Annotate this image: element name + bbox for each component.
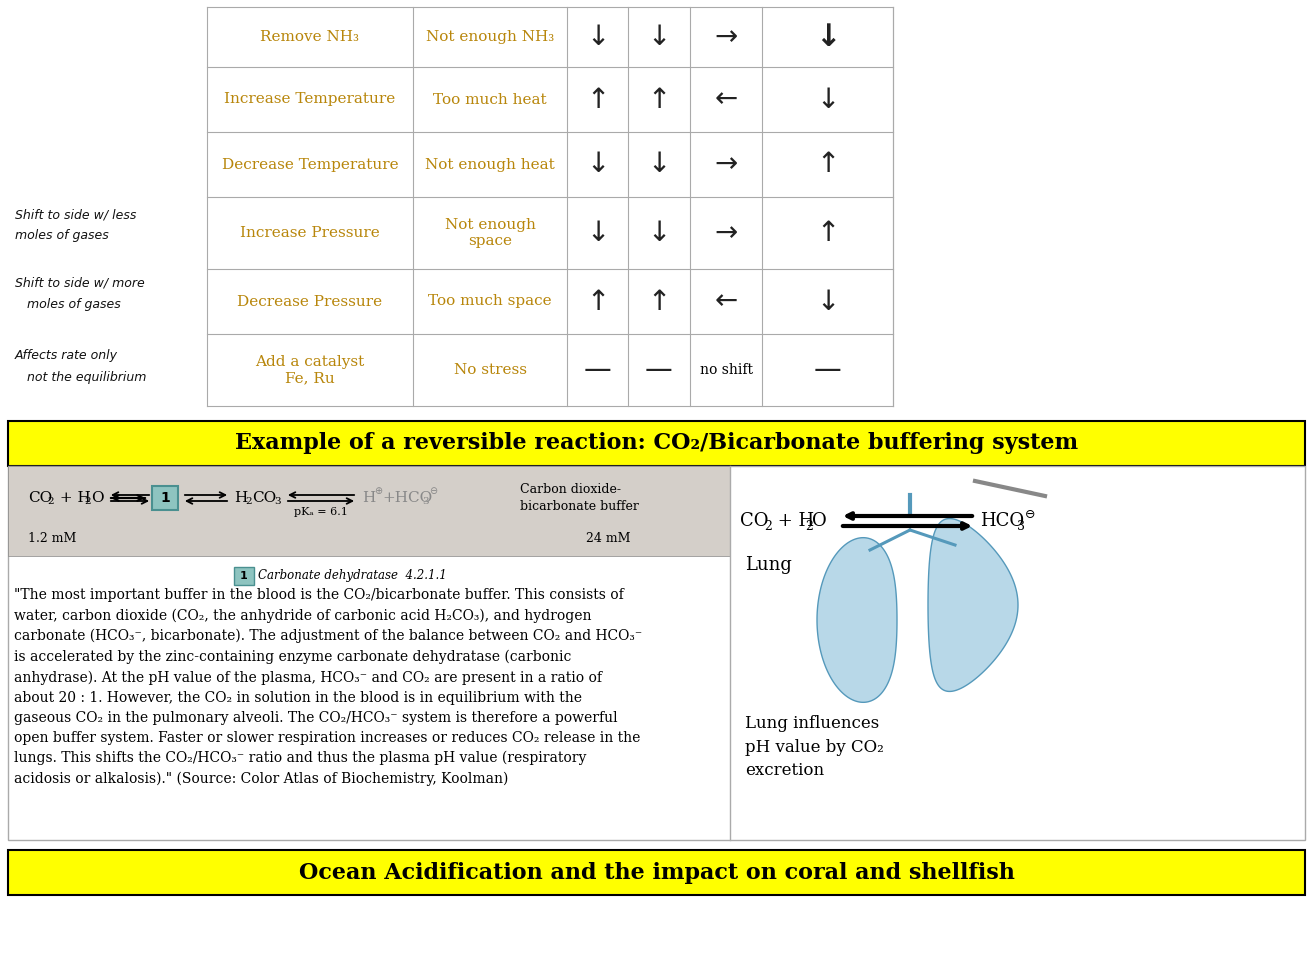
Text: 24 mM: 24 mM bbox=[586, 532, 630, 544]
Text: Decrease Temperature: Decrease Temperature bbox=[222, 157, 398, 172]
Text: 2: 2 bbox=[246, 497, 252, 507]
Text: ↓: ↓ bbox=[586, 151, 609, 179]
Text: Lung influences
pH value by CO₂
excretion: Lung influences pH value by CO₂ excretio… bbox=[744, 715, 884, 779]
Text: H: H bbox=[234, 491, 247, 505]
Text: "The most important buffer in the blood is the CO₂/bicarbonate buffer. This cons: "The most important buffer in the blood … bbox=[14, 588, 642, 786]
Text: Not enough heat: Not enough heat bbox=[425, 157, 555, 172]
Text: CO: CO bbox=[252, 491, 276, 505]
Text: HCO: HCO bbox=[979, 512, 1024, 530]
FancyBboxPatch shape bbox=[8, 466, 1305, 840]
Text: +HCO: +HCO bbox=[382, 491, 432, 505]
Text: ↓: ↓ bbox=[815, 287, 839, 316]
Text: O: O bbox=[811, 512, 827, 530]
Text: ↑: ↑ bbox=[647, 287, 671, 316]
Text: 2: 2 bbox=[47, 497, 54, 507]
Text: 1: 1 bbox=[240, 571, 248, 581]
Text: Decrease Pressure: Decrease Pressure bbox=[238, 295, 382, 308]
Text: pKₐ = 6.1: pKₐ = 6.1 bbox=[294, 507, 348, 517]
Text: Remove NH₃: Remove NH₃ bbox=[260, 30, 360, 44]
Text: ⊕: ⊕ bbox=[374, 486, 382, 496]
Text: Carbon dioxide-
bicarbonate buffer: Carbon dioxide- bicarbonate buffer bbox=[520, 483, 639, 513]
Text: 3: 3 bbox=[274, 497, 281, 507]
Text: CO: CO bbox=[28, 491, 53, 505]
Text: Lung: Lung bbox=[744, 556, 792, 574]
FancyBboxPatch shape bbox=[8, 421, 1305, 466]
Text: CO: CO bbox=[741, 512, 768, 530]
Text: ↓: ↓ bbox=[647, 219, 671, 247]
Text: Add a catalyst
Fe, Ru: Add a catalyst Fe, Ru bbox=[255, 355, 365, 385]
FancyBboxPatch shape bbox=[152, 486, 179, 510]
Text: ↑: ↑ bbox=[815, 219, 839, 247]
Text: Ocean Acidification and the impact on coral and shellfish: Ocean Acidification and the impact on co… bbox=[298, 861, 1015, 883]
Text: 3: 3 bbox=[421, 497, 428, 507]
Text: Shift to side w/ less: Shift to side w/ less bbox=[14, 208, 137, 222]
Text: moles of gases: moles of gases bbox=[14, 229, 109, 243]
Text: →: → bbox=[714, 219, 738, 247]
Text: ↓: ↓ bbox=[815, 22, 840, 52]
Text: 1.2 mM: 1.2 mM bbox=[28, 532, 76, 544]
FancyBboxPatch shape bbox=[8, 466, 730, 556]
FancyBboxPatch shape bbox=[8, 850, 1305, 895]
Text: ↓: ↓ bbox=[647, 151, 671, 179]
Text: ↑: ↑ bbox=[647, 85, 671, 113]
Text: →: → bbox=[714, 151, 738, 179]
Text: Increase Pressure: Increase Pressure bbox=[240, 226, 379, 240]
Text: Not enough
space: Not enough space bbox=[445, 218, 536, 248]
Text: ↓: ↓ bbox=[586, 219, 609, 247]
Text: no shift: no shift bbox=[700, 363, 752, 377]
Text: —: — bbox=[645, 356, 672, 384]
Text: Example of a reversible reaction: CO₂/Bicarbonate buffering system: Example of a reversible reaction: CO₂/Bi… bbox=[235, 433, 1078, 454]
Text: not the equilibrium: not the equilibrium bbox=[14, 372, 146, 385]
Text: 2: 2 bbox=[84, 497, 91, 507]
Text: 1: 1 bbox=[160, 491, 169, 505]
Text: 2: 2 bbox=[764, 519, 772, 533]
Text: —: — bbox=[814, 356, 842, 384]
Text: ↓: ↓ bbox=[586, 23, 609, 51]
Text: ⊖: ⊖ bbox=[429, 486, 437, 496]
Text: Too much space: Too much space bbox=[428, 295, 551, 308]
Text: ↓: ↓ bbox=[647, 23, 671, 51]
Text: Carbonate dehydratase  4.2.1.1: Carbonate dehydratase 4.2.1.1 bbox=[257, 569, 446, 583]
Text: 2: 2 bbox=[805, 519, 813, 533]
Text: + H: + H bbox=[55, 491, 91, 505]
Text: ⊖: ⊖ bbox=[1025, 508, 1036, 520]
Text: ↑: ↑ bbox=[815, 151, 839, 179]
Text: Too much heat: Too much heat bbox=[433, 92, 546, 107]
Text: —: — bbox=[583, 356, 612, 384]
Text: + H: + H bbox=[772, 512, 814, 530]
Text: →: → bbox=[714, 23, 738, 51]
Text: ↑: ↑ bbox=[586, 287, 609, 316]
Text: 3: 3 bbox=[1018, 519, 1025, 533]
Text: Shift to side w/ more: Shift to side w/ more bbox=[14, 277, 144, 290]
Text: ↑: ↑ bbox=[586, 85, 609, 113]
Text: ↓: ↓ bbox=[815, 85, 839, 113]
Text: Affects rate only: Affects rate only bbox=[14, 349, 118, 363]
Text: Increase Temperature: Increase Temperature bbox=[225, 92, 395, 107]
Text: No stress: No stress bbox=[453, 363, 527, 377]
Text: moles of gases: moles of gases bbox=[14, 298, 121, 311]
Polygon shape bbox=[928, 518, 1018, 691]
Text: O: O bbox=[91, 491, 104, 505]
Text: ←: ← bbox=[714, 287, 738, 316]
Text: Not enough NH₃: Not enough NH₃ bbox=[425, 30, 554, 44]
Text: ←: ← bbox=[714, 85, 738, 113]
FancyBboxPatch shape bbox=[234, 567, 253, 585]
Text: H: H bbox=[362, 491, 376, 505]
Polygon shape bbox=[817, 538, 897, 703]
